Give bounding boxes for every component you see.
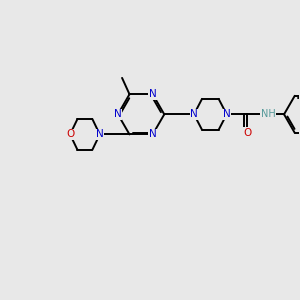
Text: N: N xyxy=(96,129,103,140)
Text: O: O xyxy=(243,128,252,138)
Text: O: O xyxy=(66,129,74,140)
Text: NH: NH xyxy=(261,109,276,119)
Text: N: N xyxy=(149,89,157,99)
Text: N: N xyxy=(223,109,231,119)
Text: N: N xyxy=(114,109,122,119)
Text: N: N xyxy=(149,129,157,140)
Text: N: N xyxy=(149,89,157,99)
Text: N: N xyxy=(190,109,198,119)
